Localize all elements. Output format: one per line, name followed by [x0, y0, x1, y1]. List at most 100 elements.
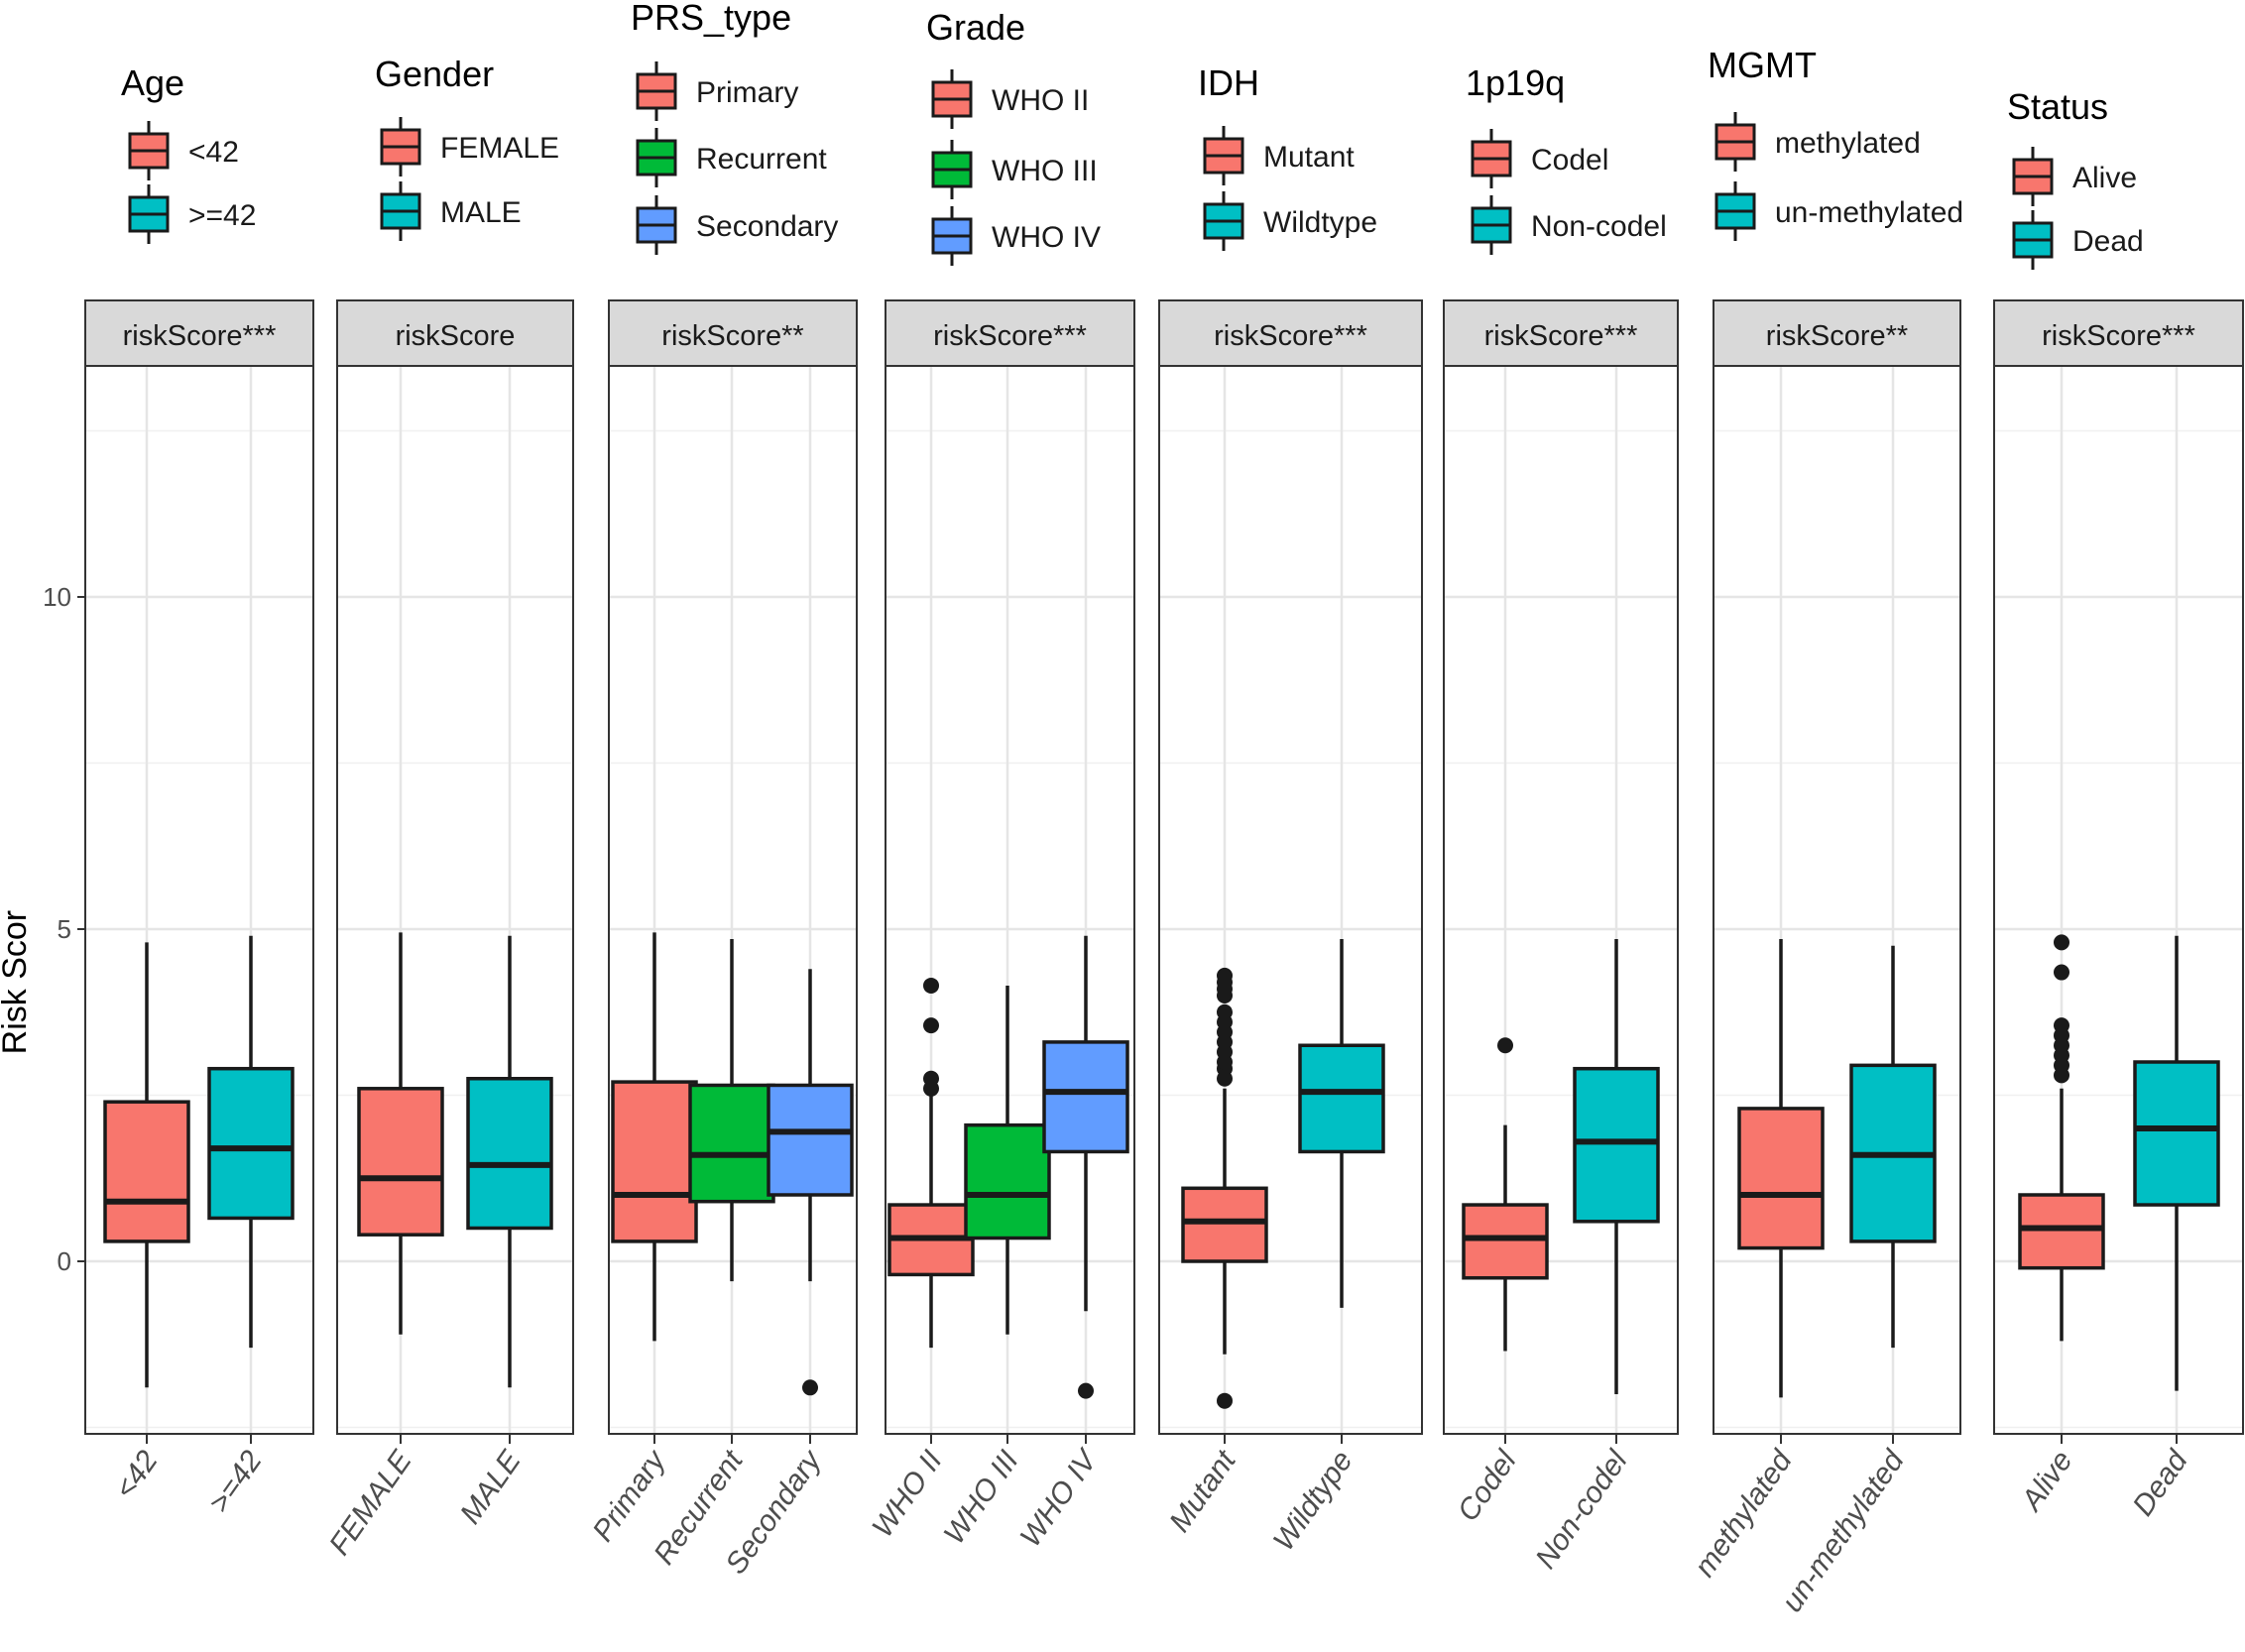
iqr-box: [466, 1077, 553, 1231]
x-tick-label: <42: [109, 1445, 165, 1505]
legend-label: FEMALE: [440, 132, 559, 165]
panel-age: riskScore*** <42 >=42: [84, 299, 314, 1519]
panel-strip-label: riskScore***: [2042, 320, 2195, 352]
legend-label: WHO III: [992, 155, 1098, 187]
panel-strip: [1993, 299, 2244, 367]
legend-key: [636, 128, 677, 187]
outlier-point: [923, 1017, 939, 1034]
legend-key: [931, 69, 973, 129]
legend-key: [380, 117, 421, 177]
outlier-point: [2054, 964, 2069, 981]
legend-key: [1203, 126, 1244, 185]
box-42: [103, 942, 190, 1388]
x-tick-label: Dead: [2127, 1444, 2195, 1522]
iqr-box: [611, 1080, 698, 1243]
panel-border: [1158, 365, 1423, 1435]
x-tick-label: >=42: [202, 1445, 268, 1519]
panel-strip: [1443, 299, 1679, 367]
iqr-box: [1181, 1186, 1268, 1263]
box-who-iv: [1042, 935, 1129, 1399]
legend-key: [1471, 129, 1512, 188]
y-tick-label: 10: [43, 582, 71, 612]
iqr-box: [1737, 1107, 1825, 1250]
outlier-point: [2054, 1017, 2069, 1034]
panel-strip-label: riskScore: [396, 320, 516, 352]
panel-border: [1443, 365, 1679, 1435]
iqr-box: [964, 1122, 1051, 1240]
legend-key: [931, 206, 973, 266]
iqr-box: [2133, 1060, 2220, 1207]
iqr-box: [103, 1100, 190, 1243]
legend-title: Age: [121, 62, 184, 103]
outlier-point: [1217, 967, 1233, 984]
x-tick-label: Wildtype: [1267, 1445, 1359, 1557]
box-female: [357, 932, 444, 1335]
box-non-codel: [1573, 939, 1660, 1394]
legend-label: Primary: [696, 76, 798, 109]
legend-key: [380, 181, 421, 241]
panel-strip-label: riskScore**: [661, 320, 803, 352]
legend-gender: Gender FEMALE MALE: [375, 54, 559, 241]
panel-gender: riskScore FEMALE MALE: [323, 299, 574, 1561]
legend-title: 1p19q: [1466, 62, 1565, 103]
outlier-point: [2054, 934, 2069, 951]
legend-key: [636, 195, 677, 255]
legend-key: [1203, 191, 1244, 251]
panel-strip-label: riskScore**: [1766, 320, 1908, 352]
iqr-box: [688, 1083, 775, 1204]
legend-label: Non-codel: [1531, 210, 1667, 243]
panel-border: [1713, 365, 1961, 1435]
x-tick-label: Alive: [2014, 1445, 2078, 1518]
outlier-point: [1217, 1003, 1233, 1020]
legend-label: Alive: [2072, 162, 2137, 194]
panel-strip-label: riskScore***: [1214, 320, 1367, 352]
legend-title: PRS_type: [631, 0, 791, 38]
legend-label: Mutant: [1263, 141, 1355, 174]
legend-key: [128, 184, 170, 244]
legend-label: Secondary: [696, 210, 838, 243]
legend-mgmt: MGMT methylated un-methylated: [1708, 45, 1963, 241]
panel-strip: [84, 299, 314, 367]
iqr-box: [357, 1087, 444, 1237]
legend-key: [1471, 195, 1512, 255]
legend-key: [2012, 210, 2054, 270]
legend-label: Wildtype: [1263, 206, 1377, 239]
box-wildtype: [1298, 939, 1385, 1308]
x-tick-label: WHO IV: [1014, 1443, 1106, 1553]
panel-border: [608, 365, 858, 1435]
panel-background: [1994, 366, 2243, 1434]
legend-key: [1714, 112, 1756, 172]
legend-key: [2012, 147, 2054, 206]
iqr-box: [1573, 1066, 1660, 1224]
legend-label: Codel: [1531, 144, 1608, 177]
legend-label: >=42: [188, 199, 256, 232]
iqr-box: [1462, 1203, 1549, 1280]
x-tick-label: Non-codel: [1529, 1444, 1634, 1575]
x-tick-label: FEMALE: [323, 1444, 418, 1561]
legend-grade: Grade WHO II WHO III WHO IV: [926, 7, 1101, 266]
legend-prs-type: PRS_type Primary Recurrent Secondary: [631, 0, 838, 255]
box-who-iii: [964, 985, 1051, 1335]
outlier-point: [1078, 1382, 1094, 1399]
legend-title: Status: [2007, 86, 2108, 127]
panel-idh: riskScore*** Mutant Wildtype: [1158, 299, 1423, 1557]
x-tick-label: methylated: [1689, 1444, 1800, 1583]
panel-border: [84, 365, 314, 1435]
panel-border: [1993, 365, 2244, 1435]
panel-border: [885, 365, 1135, 1435]
outlier-point: [802, 1379, 818, 1396]
y-tick-label: 5: [58, 914, 71, 944]
outlier-point: [1217, 1392, 1233, 1409]
legend-key: [636, 61, 677, 121]
legend-label: un-methylated: [1775, 196, 1963, 229]
legend-label: MALE: [440, 196, 522, 229]
legend-label: WHO II: [992, 84, 1089, 117]
box-male: [466, 935, 553, 1388]
legend-title: MGMT: [1708, 45, 1817, 85]
box-methylated: [1737, 939, 1825, 1398]
y-tick-label: 0: [58, 1246, 71, 1276]
